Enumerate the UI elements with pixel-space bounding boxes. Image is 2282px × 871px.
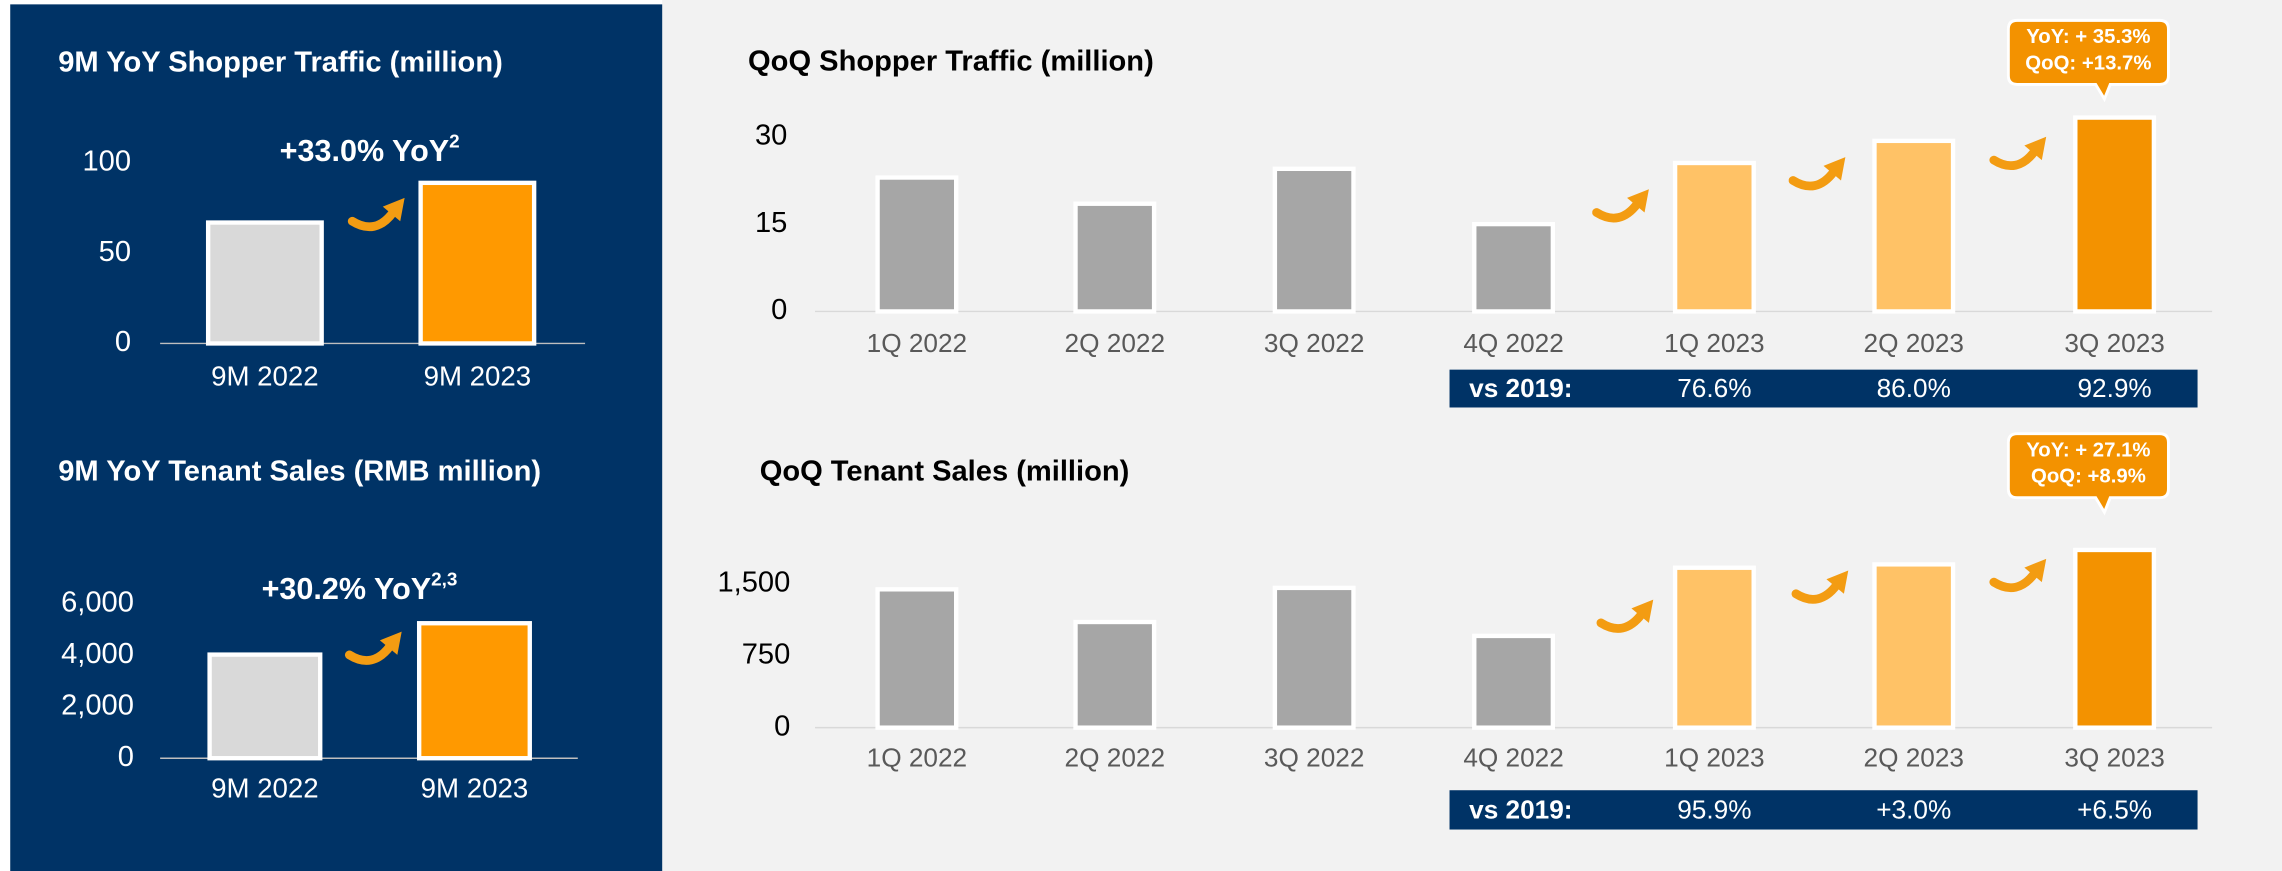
chart-title: QoQ Tenant Sales (million) — [760, 456, 1130, 488]
bar — [1672, 160, 1756, 314]
trend-arrow — [344, 641, 395, 665]
y-tick-label: 0 — [118, 741, 134, 773]
bar — [875, 175, 959, 314]
x-tick-label: 3Q 2022 — [1264, 743, 1364, 773]
comparison-row — [1449, 369, 2198, 408]
trend-arrow-head — [1823, 157, 1846, 181]
trend-arrow — [1788, 167, 1839, 191]
bar — [1073, 201, 1157, 314]
bar — [1872, 562, 1956, 730]
trend-arrow — [1592, 199, 1642, 223]
y-tick-label: 30 — [755, 119, 787, 151]
annotation: +33.0% YoY2 — [280, 132, 460, 168]
trend-arrow-head — [2024, 558, 2047, 583]
y-tick-label: 50 — [99, 236, 131, 268]
bar — [875, 587, 959, 730]
x-tick-label: 4Q 2022 — [1463, 328, 1563, 358]
x-tick-label: 9M 2022 — [211, 361, 319, 392]
bar — [1272, 166, 1356, 314]
bar — [207, 652, 323, 761]
bar — [2073, 115, 2157, 314]
chart-title: 9M YoY Tenant Sales (RMB million) — [58, 456, 541, 488]
trend-arrow — [1791, 580, 1842, 604]
y-tick-label: 6,000 — [61, 587, 134, 619]
comparison-value: 95.9% — [1677, 794, 1751, 824]
bar — [1472, 633, 1556, 730]
x-tick-label: 9M 2022 — [211, 773, 319, 804]
callout-text: YoY: + 27.1% — [2026, 440, 2150, 462]
y-tick-label: 0 — [115, 326, 131, 358]
chart-title: QoQ Shopper Traffic (million) — [748, 45, 1154, 77]
x-tick-label: 3Q 2023 — [2064, 743, 2164, 773]
annotation-superscript: 2 — [449, 132, 460, 153]
trend-arrow-head — [1826, 570, 1849, 594]
annotation-superscript: 2,3 — [431, 570, 457, 591]
trend-arrow-head — [1627, 189, 1649, 213]
bar — [1073, 619, 1157, 730]
bar — [418, 180, 537, 346]
trend-arrow — [1989, 146, 2039, 171]
trend-arrow-head — [379, 631, 402, 655]
x-tick-label: 2Q 2022 — [1065, 743, 1165, 773]
x-tick-label: 2Q 2023 — [1864, 328, 1964, 358]
y-tick-label: 15 — [755, 207, 787, 239]
x-tick-label: 4Q 2022 — [1463, 743, 1563, 773]
y-tick-label: 100 — [82, 146, 131, 178]
left-panel — [10, 4, 663, 871]
callout-text: QoQ: +8.9% — [2031, 466, 2146, 488]
y-tick-label: 1,500 — [717, 566, 790, 598]
callout-box — [2006, 18, 2170, 103]
x-tick-label: 2Q 2023 — [1864, 743, 1964, 773]
chart-title: 9M YoY Shopper Traffic (million) — [58, 47, 503, 79]
trend-arrow-head — [382, 197, 405, 222]
bar — [1672, 565, 1756, 730]
callout-text: QoQ: +13.7% — [2025, 52, 2151, 74]
trend-arrow — [347, 208, 398, 232]
x-tick-label: 1Q 2023 — [1664, 328, 1764, 358]
x-tick-label: 2Q 2022 — [1065, 328, 1165, 358]
comparison-value: 76.6% — [1677, 373, 1751, 403]
trend-arrow-head — [2024, 136, 2047, 161]
comparison-label: vs 2019: — [1469, 373, 1572, 403]
annotation: +30.2% YoY2,3 — [262, 570, 458, 606]
x-tick-label: 1Q 2022 — [867, 328, 967, 358]
y-tick-label: 2,000 — [61, 689, 134, 721]
x-tick-label: 1Q 2023 — [1664, 743, 1764, 773]
bar — [1872, 138, 1956, 314]
callout-text: YoY: + 35.3% — [2026, 26, 2150, 48]
x-tick-label: 3Q 2022 — [1264, 328, 1364, 358]
bar — [2073, 547, 2157, 730]
x-tick-label: 9M 2023 — [421, 773, 529, 804]
comparison-value: 86.0% — [1877, 373, 1951, 403]
bar — [1472, 221, 1556, 314]
annotation-text: +30.2% YoY — [262, 572, 432, 606]
x-tick-label: 3Q 2023 — [2064, 328, 2164, 358]
y-tick-label: 0 — [774, 710, 790, 742]
y-tick-label: 0 — [771, 294, 787, 326]
comparison-label: vs 2019: — [1469, 794, 1572, 824]
bar — [205, 220, 324, 346]
trend-arrow-head — [1631, 599, 1654, 623]
bar — [416, 621, 532, 761]
y-tick-label: 4,000 — [61, 638, 134, 670]
x-tick-label: 1Q 2022 — [867, 743, 967, 773]
trend-arrow — [1596, 609, 1646, 633]
comparison-value: +6.5% — [2077, 794, 2152, 824]
trend-arrow — [1989, 569, 2039, 593]
comparison-value: 92.9% — [2077, 373, 2151, 403]
comparison-row — [1449, 790, 2198, 830]
x-tick-label: 9M 2023 — [424, 361, 532, 392]
bar — [1272, 585, 1356, 730]
callout-box — [2006, 432, 2170, 516]
comparison-value: +3.0% — [1876, 794, 1951, 824]
y-tick-label: 750 — [742, 638, 791, 670]
annotation-text: +33.0% YoY — [280, 134, 450, 168]
